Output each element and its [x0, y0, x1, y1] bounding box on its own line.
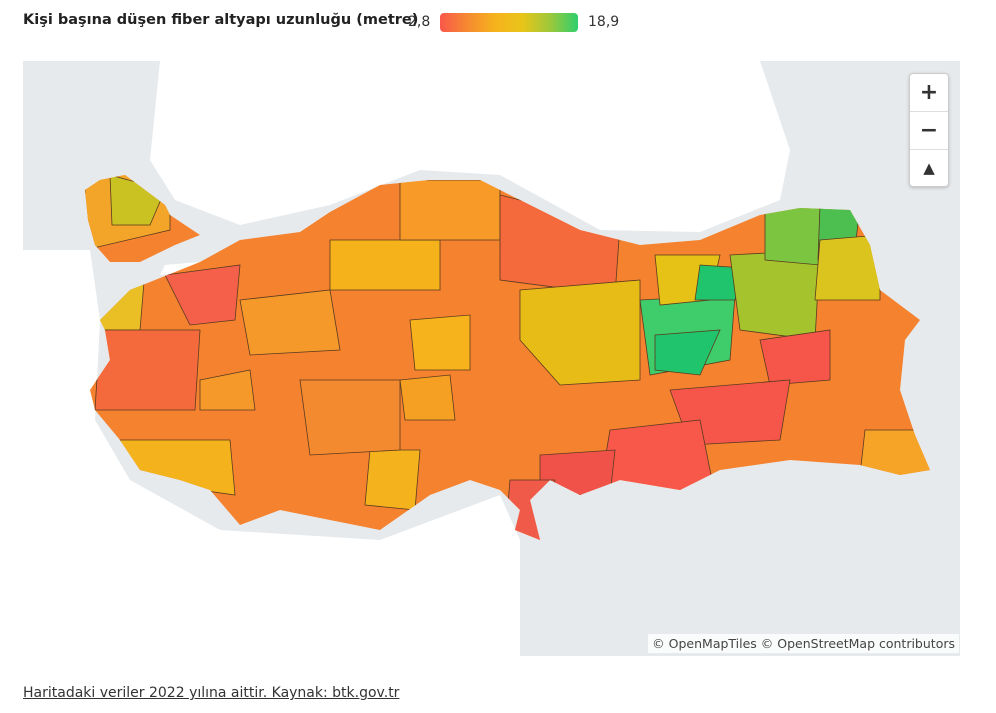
map-title: Kişi başına düşen fiber altyapı uzunluğu…	[23, 12, 419, 28]
legend-min: 2,8	[408, 14, 431, 30]
zoom-out[interactable]: −	[910, 112, 948, 150]
footnote[interactable]: Haritadaki veriler 2022 yılına aittir. K…	[23, 685, 400, 701]
zoom-controls: + − ▲	[909, 73, 949, 187]
map	[23, 61, 960, 656]
legend-max: 18,9	[588, 14, 620, 30]
zoom-in[interactable]: +	[910, 74, 948, 112]
legend-gradient	[440, 13, 578, 32]
reset-north[interactable]: ▲	[923, 159, 935, 177]
attribution: © OpenMapTiles © OpenStreetMap contribut…	[648, 634, 959, 653]
black-sea	[150, 61, 790, 232]
mediterranean	[23, 250, 520, 656]
